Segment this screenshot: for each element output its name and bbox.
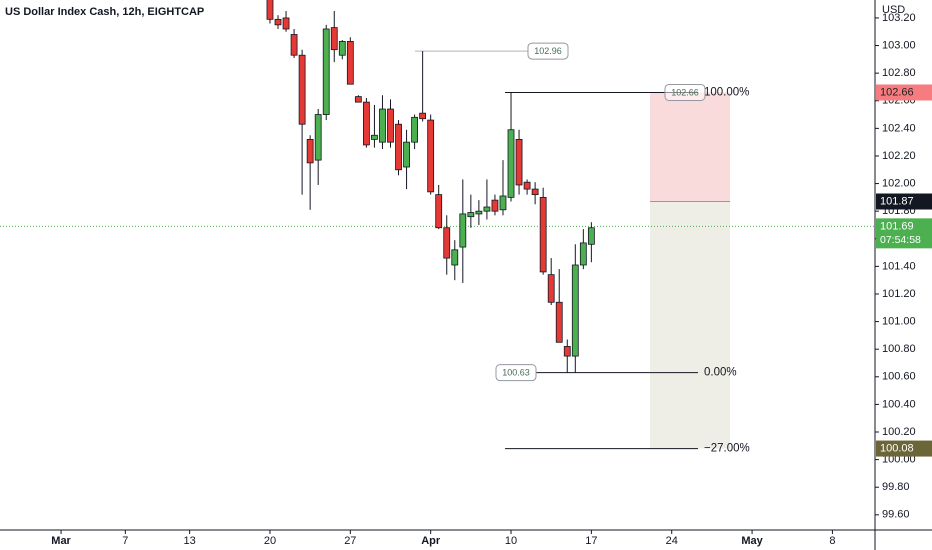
y-tick-label: 99.80 (882, 481, 910, 493)
candle-body (563, 346, 571, 357)
fib-level-label: −27.00% (704, 443, 750, 455)
candle-body (491, 199, 499, 212)
price-badge (876, 440, 932, 457)
y-tick-label: 102.40 (882, 122, 916, 134)
candle-body (314, 114, 322, 161)
candle-body (411, 116, 419, 143)
currency-label: USD (882, 4, 905, 16)
candle-body (451, 249, 459, 266)
price-note-label: 102.66 (671, 87, 699, 97)
candle-body (579, 242, 587, 266)
chart-title: US Dollar Index Cash, 12h, EIGHTCAP (5, 6, 204, 18)
candle-body (547, 274, 555, 303)
price-note-label: 102.96 (534, 46, 562, 56)
y-tick-label: 100.60 (882, 371, 916, 383)
x-tick-label: 7 (122, 535, 128, 547)
candle-body (338, 41, 346, 56)
current-price-label: 101.69 (880, 220, 914, 232)
price-badge (876, 84, 932, 101)
price-note-box (664, 83, 706, 101)
y-tick-label: 101.40 (882, 260, 916, 272)
x-tick-label: Mar (51, 535, 71, 547)
y-tick-label: 100.80 (882, 343, 916, 355)
candle-body (587, 227, 595, 245)
candle-body (330, 27, 338, 51)
candle-body (539, 196, 547, 273)
candle-body (403, 141, 410, 168)
candle-body (427, 119, 435, 193)
candle-body (266, 0, 274, 20)
x-tick-label: 8 (829, 535, 835, 547)
price-note-label: 100.63 (502, 368, 530, 378)
candle-body (362, 101, 370, 146)
candle-body (322, 28, 330, 115)
x-tick-label: 17 (585, 535, 597, 547)
fib-level-label: 100.00% (704, 87, 749, 99)
x-tick-label: 13 (183, 535, 195, 547)
y-tick-label: 102.00 (882, 177, 916, 189)
countdown-label: 07:54:58 (880, 234, 921, 246)
fib-level-label: 0.00% (704, 367, 737, 379)
candle-body (555, 301, 563, 343)
candle-body (571, 264, 579, 357)
price-note-box (495, 364, 537, 382)
candle-body (443, 227, 451, 259)
price-note-box (527, 42, 569, 60)
candle-body (483, 206, 491, 212)
candle-body (499, 195, 507, 211)
current-price-badge (876, 218, 932, 249)
candle-body (531, 188, 539, 196)
candle-body (298, 54, 306, 125)
candle-body (274, 18, 282, 26)
price-badge-label: 101.87 (880, 195, 914, 207)
price-badge (876, 193, 932, 210)
y-tick-label: 100.20 (882, 426, 916, 438)
y-tick-label: 103.20 (882, 12, 916, 24)
candle-body (371, 134, 378, 140)
candle-body (523, 181, 531, 190)
price-badge-label: 100.08 (880, 442, 914, 454)
y-tick-label: 102.80 (882, 67, 916, 79)
x-tick-label: 27 (344, 535, 356, 547)
candle-body (419, 112, 427, 120)
candle-body (459, 213, 467, 248)
x-tick-label: 20 (264, 535, 276, 547)
candle-body (515, 139, 523, 186)
candle-body (435, 194, 443, 229)
candle-body (282, 17, 290, 30)
x-tick-label: 10 (505, 535, 517, 547)
y-tick-label: 103.00 (882, 39, 916, 51)
y-tick-label: 101.00 (882, 315, 916, 327)
candle-body (467, 212, 475, 218)
y-tick-label: 101.20 (882, 288, 916, 300)
candle-body (346, 41, 354, 85)
candle-body (306, 139, 314, 164)
y-tick-label: 99.60 (882, 509, 910, 521)
x-tick-label: 24 (666, 535, 678, 547)
candle-body (379, 108, 386, 143)
position-zone (650, 201, 730, 449)
candle-body (395, 123, 402, 171)
candle-body (354, 96, 362, 103)
x-tick-label: Apr (421, 535, 441, 547)
x-tick-label: May (741, 535, 763, 547)
candle-body (475, 210, 483, 215)
position-zone (650, 92, 730, 202)
candle-body (290, 34, 298, 56)
price-badge-label: 102.66 (880, 86, 914, 98)
y-tick-label: 100.40 (882, 398, 916, 410)
candle-body (507, 129, 515, 198)
candle-body (387, 108, 394, 143)
y-tick-label: 102.20 (882, 150, 916, 162)
